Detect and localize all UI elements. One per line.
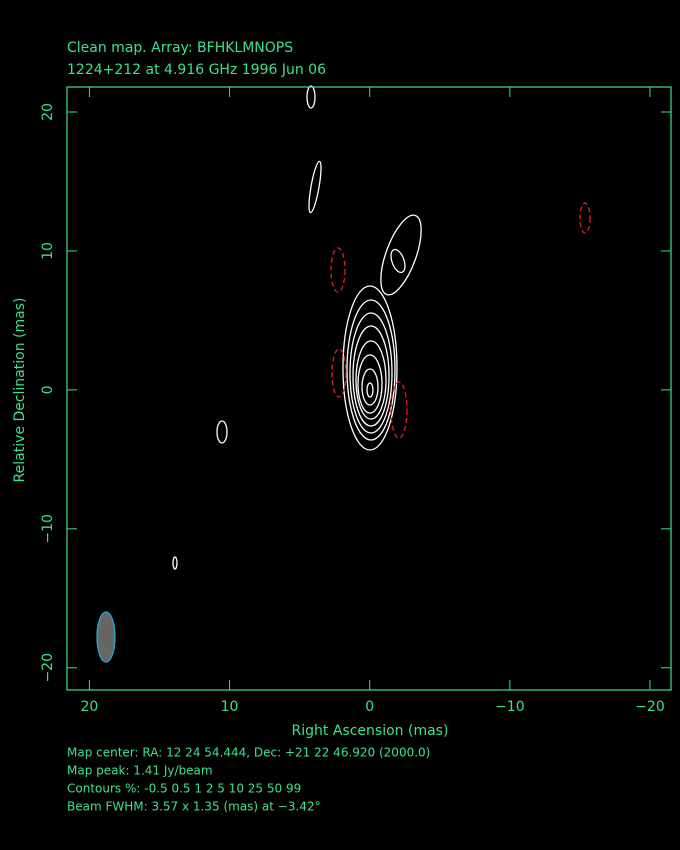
beam	[96, 611, 116, 663]
x-tick-label: 20	[81, 699, 99, 715]
y-tick-label: −10	[40, 514, 56, 544]
x-tick-label: −10	[495, 699, 525, 715]
negative-contour	[330, 247, 346, 293]
plot-frame	[66, 86, 672, 691]
contour	[361, 368, 379, 406]
negative-contour	[331, 348, 347, 398]
contour	[342, 285, 398, 451]
annotation: Map center: RA: 12 24 54.444, Dec: +21 2…	[67, 746, 430, 760]
y-axis-label: Relative Declination (mas)	[12, 298, 28, 483]
contour	[216, 420, 228, 444]
contour	[380, 214, 422, 296]
annotation: Contours %: -0.5 0.5 1 2 5 10 25 50 99	[67, 782, 301, 796]
y-tick-label: 20	[40, 103, 56, 121]
contour	[355, 340, 387, 420]
negative-contour	[579, 202, 591, 234]
contour	[349, 312, 393, 434]
contour	[352, 325, 390, 427]
chart-title: Clean map. Array: BFHKLMNOPS	[67, 40, 293, 56]
y-tick-label: −20	[40, 653, 56, 683]
contour	[357, 354, 383, 414]
contour	[366, 382, 374, 398]
x-tick-label: −20	[635, 699, 665, 715]
x-tick-label: 0	[365, 699, 374, 715]
contours	[96, 85, 591, 663]
negative-contour	[390, 381, 408, 439]
contour	[172, 556, 178, 570]
annotation: Map peak: 1.41 Jy/beam	[67, 764, 213, 778]
contour	[346, 299, 396, 441]
y-tick-label: 10	[40, 242, 56, 260]
chart-subtitle: 1224+212 at 4.916 GHz 1996 Jun 06	[67, 62, 326, 78]
contour	[306, 85, 316, 109]
contour	[390, 248, 406, 274]
y-tick-label: 0	[40, 385, 56, 394]
annotation: Beam FWHM: 3.57 x 1.35 (mas) at −3.42°	[67, 800, 321, 814]
contour	[308, 160, 322, 214]
x-tick-label: 10	[221, 699, 239, 715]
x-axis-label: Right Ascension (mas)	[292, 723, 449, 739]
